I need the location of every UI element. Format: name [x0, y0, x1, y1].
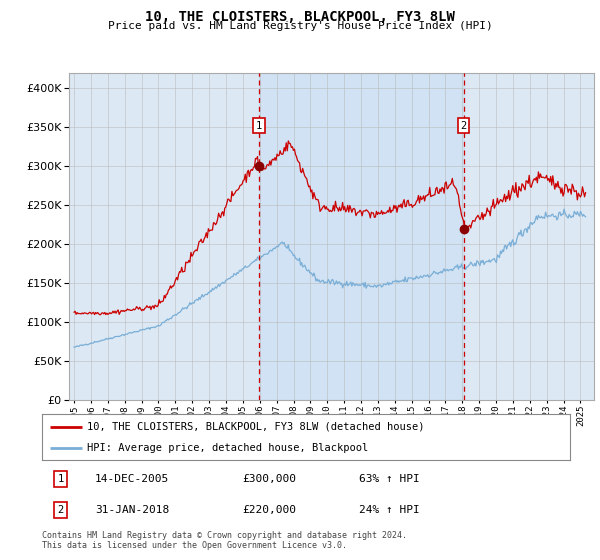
Text: HPI: Average price, detached house, Blackpool: HPI: Average price, detached house, Blac… — [87, 443, 368, 453]
Text: 14-DEC-2005: 14-DEC-2005 — [95, 474, 169, 484]
Text: 1: 1 — [256, 121, 262, 131]
Text: Contains HM Land Registry data © Crown copyright and database right 2024.
This d: Contains HM Land Registry data © Crown c… — [42, 531, 407, 550]
Text: 10, THE CLOISTERS, BLACKPOOL, FY3 8LW (detached house): 10, THE CLOISTERS, BLACKPOOL, FY3 8LW (d… — [87, 422, 424, 432]
Text: £300,000: £300,000 — [242, 474, 296, 484]
Text: £220,000: £220,000 — [242, 505, 296, 515]
Text: 2: 2 — [58, 505, 64, 515]
Text: 2: 2 — [461, 121, 467, 131]
Text: 10, THE CLOISTERS, BLACKPOOL, FY3 8LW: 10, THE CLOISTERS, BLACKPOOL, FY3 8LW — [145, 10, 455, 24]
Text: 31-JAN-2018: 31-JAN-2018 — [95, 505, 169, 515]
Bar — [259, 73, 464, 400]
Text: 1: 1 — [58, 474, 64, 484]
Text: 63% ↑ HPI: 63% ↑ HPI — [359, 474, 419, 484]
Text: Price paid vs. HM Land Registry's House Price Index (HPI): Price paid vs. HM Land Registry's House … — [107, 21, 493, 31]
Text: 24% ↑ HPI: 24% ↑ HPI — [359, 505, 419, 515]
